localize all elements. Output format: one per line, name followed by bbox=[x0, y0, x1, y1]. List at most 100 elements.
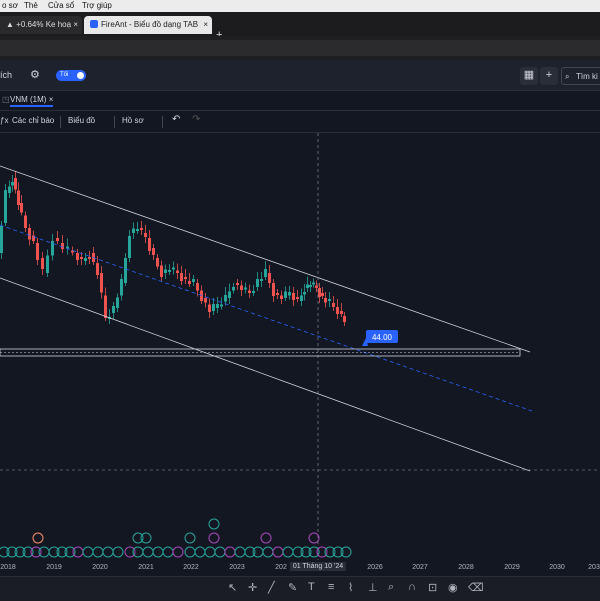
candle-body[interactable] bbox=[160, 265, 163, 278]
chart-tab-active[interactable]: VNM (1M) × bbox=[10, 95, 54, 107]
candle-body[interactable] bbox=[61, 243, 64, 249]
menu-item[interactable]: o sơ bbox=[2, 1, 18, 10]
candle-body[interactable] bbox=[140, 228, 143, 230]
candle-body[interactable] bbox=[324, 298, 327, 303]
candle-body[interactable] bbox=[156, 258, 159, 267]
candle-body[interactable] bbox=[318, 288, 321, 297]
candle-body[interactable] bbox=[176, 270, 179, 274]
event-marker[interactable] bbox=[308, 546, 320, 558]
close-icon[interactable]: × bbox=[48, 95, 54, 104]
candle-body[interactable] bbox=[332, 303, 335, 307]
candle-body[interactable] bbox=[192, 279, 195, 282]
candle-body[interactable] bbox=[188, 281, 191, 284]
event-marker[interactable] bbox=[152, 546, 164, 558]
new-tab-button[interactable]: + bbox=[216, 29, 223, 41]
candle-body[interactable] bbox=[51, 241, 54, 256]
event-marker[interactable] bbox=[308, 532, 320, 544]
event-marker[interactable] bbox=[282, 546, 294, 558]
candle-body[interactable] bbox=[216, 304, 219, 308]
toolbar-label[interactable]: ích bbox=[0, 70, 13, 80]
event-marker[interactable] bbox=[64, 546, 76, 558]
candle-body[interactable] bbox=[76, 253, 79, 260]
event-marker[interactable] bbox=[172, 546, 184, 558]
channel-lower-line[interactable] bbox=[0, 277, 531, 472]
candle-body[interactable] bbox=[236, 283, 239, 285]
candle-body[interactable] bbox=[136, 229, 139, 231]
candle-body[interactable] bbox=[228, 291, 231, 299]
event-marker[interactable] bbox=[162, 546, 174, 558]
candle-body[interactable] bbox=[24, 215, 27, 229]
candle-body[interactable] bbox=[204, 298, 207, 303]
event-marker[interactable] bbox=[0, 546, 10, 558]
candle-body[interactable] bbox=[36, 243, 39, 260]
close-icon[interactable]: × bbox=[73, 20, 78, 29]
candle-body[interactable] bbox=[196, 283, 199, 291]
event-marker[interactable] bbox=[234, 546, 246, 558]
candle-body[interactable] bbox=[8, 186, 11, 194]
candle-body[interactable] bbox=[264, 269, 267, 277]
candle-body[interactable] bbox=[46, 255, 49, 274]
event-marker[interactable] bbox=[22, 546, 34, 558]
candle-body[interactable] bbox=[306, 284, 309, 289]
candle-body[interactable] bbox=[124, 258, 127, 283]
event-marker[interactable] bbox=[92, 546, 104, 558]
candle-body[interactable] bbox=[208, 304, 211, 313]
channel-upper-line[interactable] bbox=[0, 165, 531, 353]
candle-body[interactable] bbox=[272, 283, 275, 296]
candle-body[interactable] bbox=[340, 311, 343, 314]
candle-body[interactable] bbox=[112, 306, 115, 313]
theme-toggle[interactable]: Tối bbox=[56, 70, 86, 81]
candle-body[interactable] bbox=[248, 290, 251, 294]
candle-body[interactable] bbox=[84, 258, 87, 261]
candle-body[interactable] bbox=[180, 273, 183, 281]
candle-body[interactable] bbox=[20, 203, 23, 213]
candle-body[interactable] bbox=[120, 279, 123, 296]
event-marker[interactable] bbox=[132, 532, 144, 544]
candle-body[interactable] bbox=[56, 238, 59, 241]
candle-body[interactable] bbox=[328, 299, 331, 301]
brush-icon[interactable]: ⌇ bbox=[348, 582, 354, 594]
event-marker[interactable] bbox=[208, 532, 220, 544]
event-marker[interactable] bbox=[140, 532, 152, 544]
candle-body[interactable] bbox=[220, 304, 223, 307]
event-marker[interactable] bbox=[30, 546, 42, 558]
candle-body[interactable] bbox=[232, 287, 235, 291]
profile-button[interactable]: Hồ sơ bbox=[122, 116, 144, 125]
candle-body[interactable] bbox=[164, 269, 167, 274]
magnet-icon[interactable]: ∩ bbox=[408, 581, 416, 593]
undo-icon[interactable]: ↶ bbox=[172, 114, 181, 125]
candle-body[interactable] bbox=[132, 228, 135, 234]
event-marker[interactable] bbox=[340, 546, 352, 558]
candle-body[interactable] bbox=[336, 307, 339, 314]
event-marker[interactable] bbox=[300, 546, 312, 558]
candle-body[interactable] bbox=[315, 285, 318, 289]
measure-icon[interactable]: ⊥ bbox=[368, 582, 378, 594]
browser-tab-active[interactable]: FireAnt - Biểu đồ dạng TAB × bbox=[84, 16, 212, 34]
event-marker[interactable] bbox=[48, 546, 60, 558]
candle-body[interactable] bbox=[184, 277, 187, 279]
price-callout[interactable]: 44.00 bbox=[362, 330, 398, 346]
candle-body[interactable] bbox=[288, 292, 291, 296]
candle-body[interactable] bbox=[303, 292, 306, 295]
event-marker[interactable] bbox=[184, 546, 196, 558]
event-marker[interactable] bbox=[244, 546, 256, 558]
candle-body[interactable] bbox=[212, 304, 215, 311]
candle-body[interactable] bbox=[252, 291, 255, 293]
event-marker[interactable] bbox=[56, 546, 68, 558]
menu-item[interactable]: Trợ giúp bbox=[82, 1, 112, 10]
candle-body[interactable] bbox=[4, 190, 7, 223]
candle-body[interactable] bbox=[343, 316, 346, 322]
candle-body[interactable] bbox=[256, 279, 259, 287]
candle-body[interactable] bbox=[296, 297, 299, 299]
event-marker[interactable] bbox=[194, 546, 206, 558]
event-marker[interactable] bbox=[208, 518, 220, 530]
eye-icon[interactable]: ◉ bbox=[448, 582, 458, 594]
gear-icon[interactable]: ⚙ bbox=[30, 69, 40, 81]
candle-body[interactable] bbox=[104, 295, 107, 319]
event-marker[interactable] bbox=[14, 546, 26, 558]
event-marker[interactable] bbox=[82, 546, 94, 558]
candle-body[interactable] bbox=[17, 190, 20, 206]
candle-body[interactable] bbox=[128, 236, 131, 258]
candle-body[interactable] bbox=[292, 293, 295, 300]
fib-icon[interactable]: ≡ bbox=[328, 581, 335, 593]
